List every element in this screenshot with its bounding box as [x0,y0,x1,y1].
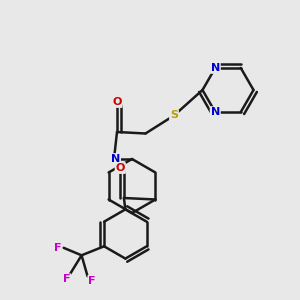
Text: N: N [111,154,120,164]
Text: F: F [54,243,61,253]
Text: F: F [88,276,96,286]
Text: O: O [112,97,122,107]
Text: S: S [170,110,178,121]
Text: F: F [63,274,70,284]
Text: N: N [211,63,220,73]
Text: O: O [116,163,125,173]
Text: N: N [211,107,220,117]
